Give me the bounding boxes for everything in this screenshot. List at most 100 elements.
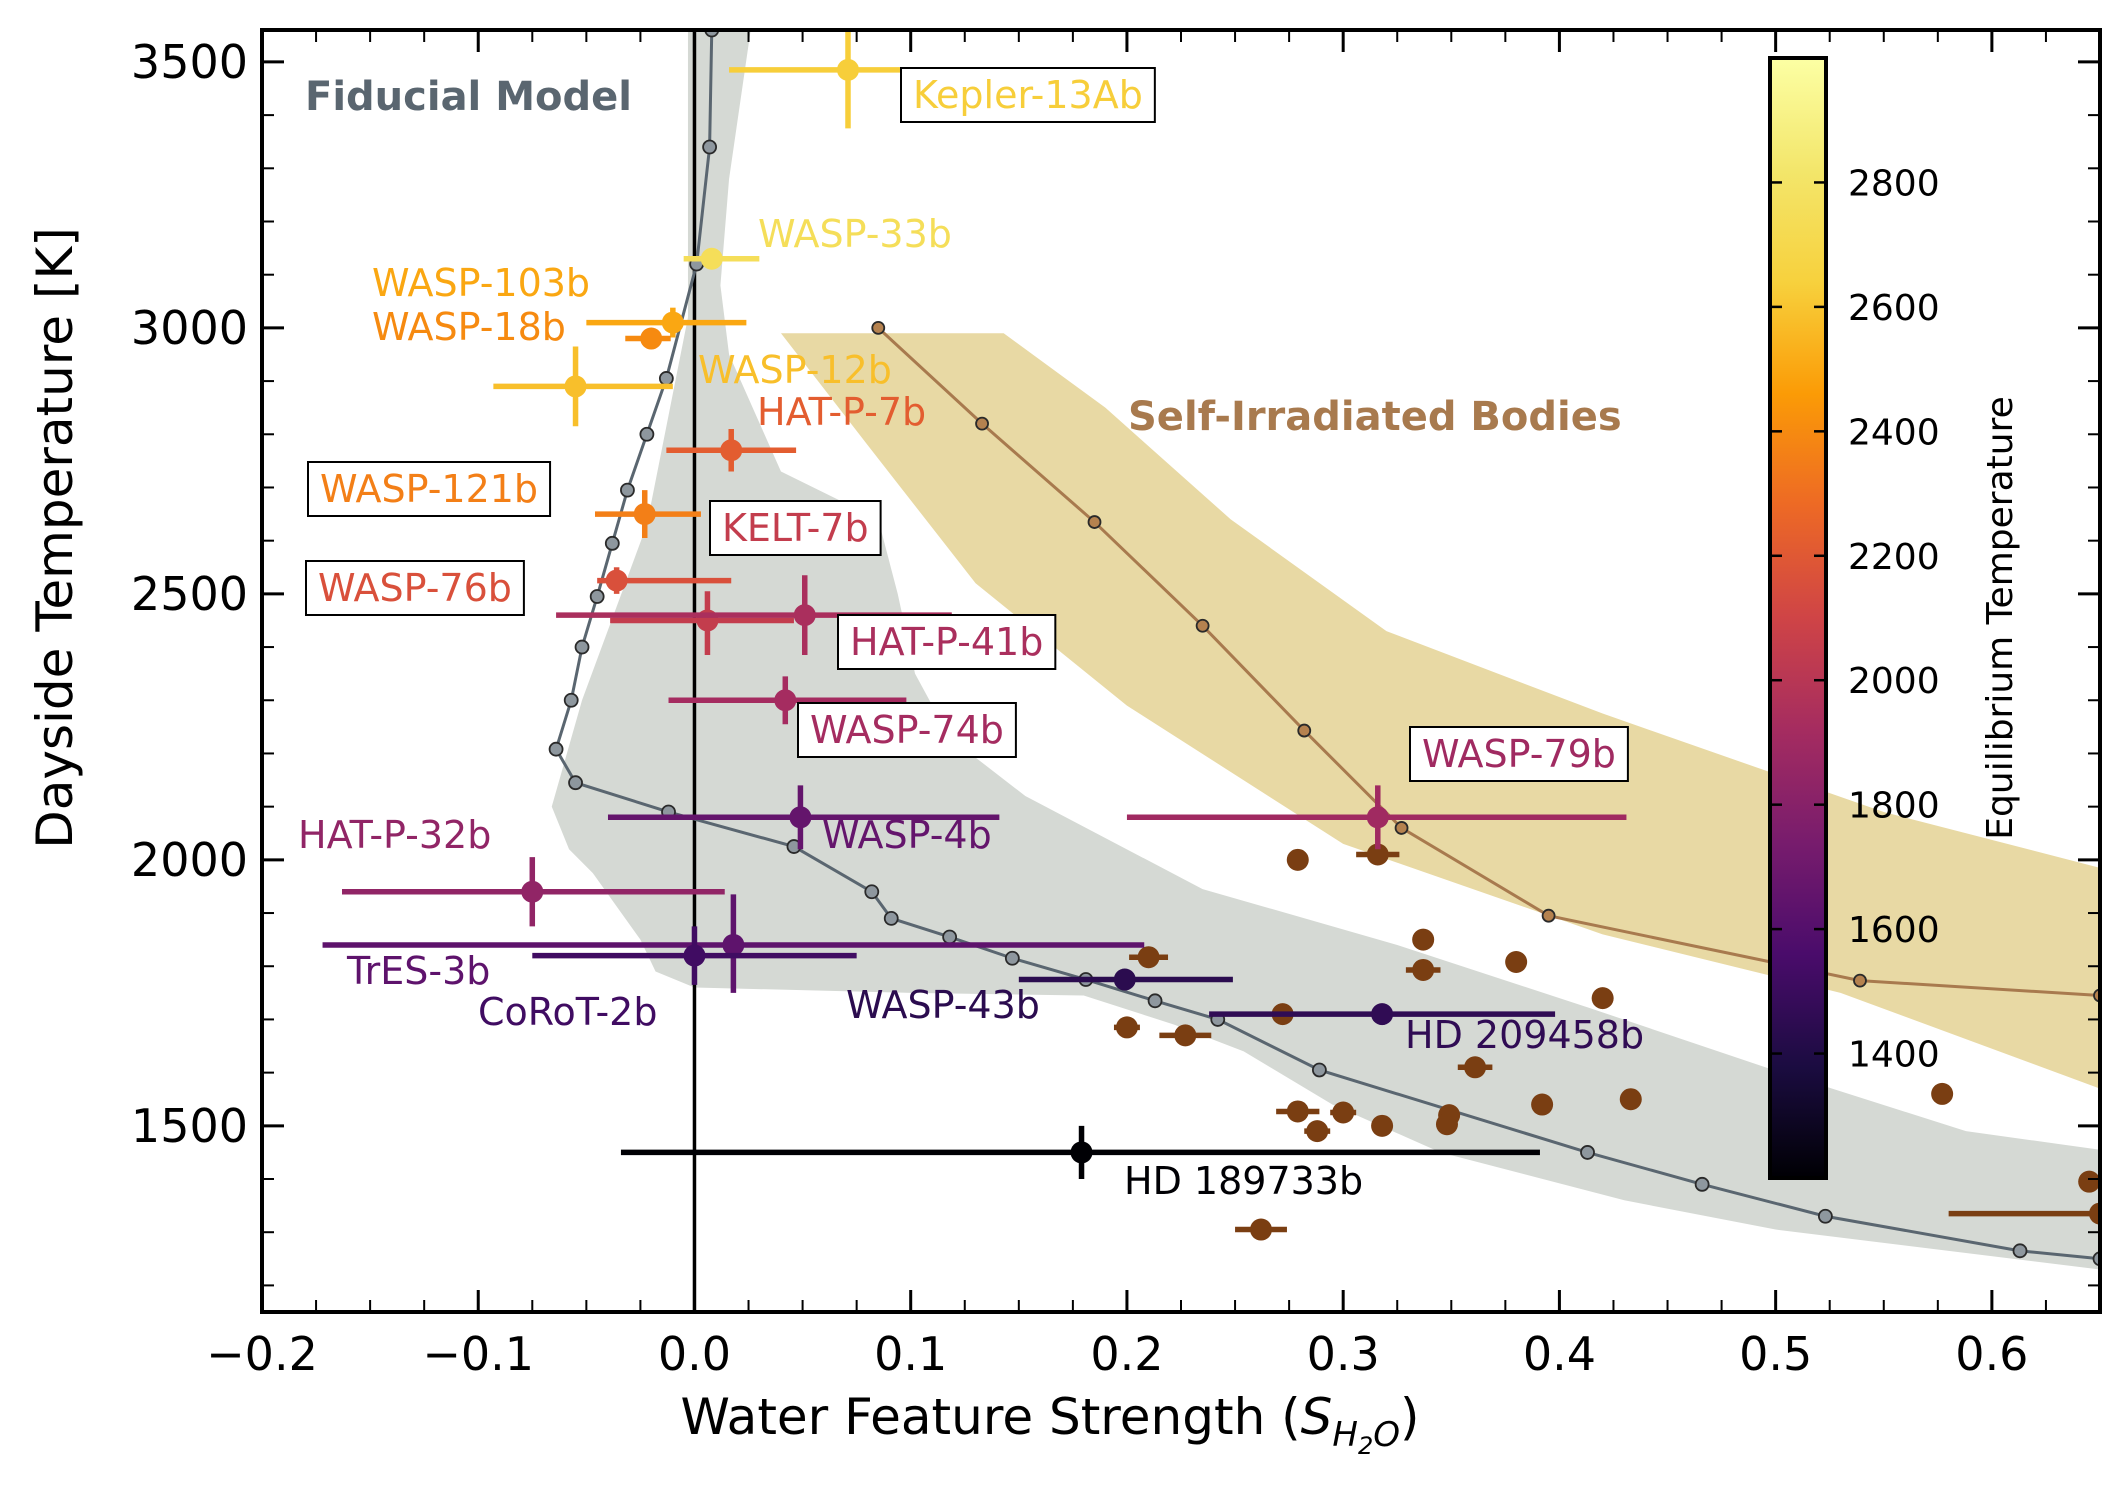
label-wasp-74b: WASP-74b <box>797 702 1017 758</box>
y-tick-label: 2000 <box>131 833 248 887</box>
fiducial-model-point <box>1004 950 1020 966</box>
colorbar-tick-label: 1800 <box>1848 786 1940 827</box>
colorbar-ticks: 1400 1600 1800 2000 2200 2400 2600 2800 <box>1770 163 1940 1076</box>
label-wasp-43b: WASP-43b <box>846 983 1040 1027</box>
axis-titles: Water Feature Strength (SH2O) Dayside Te… <box>26 227 1420 1460</box>
self-irradiated-model-point <box>1087 515 1102 529</box>
planet-wasp-76b <box>597 567 732 594</box>
planet-point <box>793 604 816 627</box>
fiducial-model-point <box>658 371 674 386</box>
colorbar-tick-label: 2800 <box>1848 163 1940 204</box>
label-wasp-33b: WASP-33b <box>758 212 952 256</box>
planet-hat-p-7b <box>666 428 797 472</box>
y-tick-label: 3500 <box>131 35 248 89</box>
planet-point <box>661 311 684 334</box>
planet-wasp-4b <box>607 785 1000 850</box>
planet-label-text: WASP-79b <box>1422 732 1616 776</box>
planet-hat-p-32b <box>342 857 725 927</box>
x-tick-label: 0.5 <box>1739 1327 1812 1381</box>
planet-label-text: WASP-76b <box>318 566 512 610</box>
x-tick-label: 0.4 <box>1523 1327 1596 1381</box>
planet-wasp-43b <box>1018 968 1233 991</box>
object-point <box>1115 1016 1138 1039</box>
colorbar-tick-label: 1400 <box>1848 1035 1940 1076</box>
axes: −0.2 −0.1 0.0 0.1 0.2 0.3 0.4 0.5 0.6 1500 2000 250… <box>131 28 2102 1381</box>
label-hd-209458b: HD 209458b <box>1405 1013 1644 1057</box>
object-point <box>1366 843 1389 866</box>
planet-label-text: HD 189733b <box>1124 1159 1363 1203</box>
planet-label-text: TrES-3b <box>346 949 490 993</box>
object-point <box>1591 987 1614 1010</box>
fiducial-model-point <box>639 426 655 442</box>
object-point <box>2089 1202 2100 1225</box>
planet-label-text: WASP-33b <box>758 212 952 256</box>
planet-hd-209458b <box>1209 1003 1556 1026</box>
colorbar-tick-label: 1600 <box>1848 910 1940 951</box>
planet-label-text: WASP-103b <box>372 261 590 305</box>
planet-point <box>683 944 706 967</box>
planet-label-box <box>307 461 552 517</box>
label-wasp-76b: WASP-76b <box>305 560 525 616</box>
planet-label-text: WASP-4b <box>822 813 992 857</box>
planet-point <box>789 806 812 829</box>
planet-point <box>605 569 628 592</box>
self-irradiated-model-point <box>1541 908 1556 923</box>
planet-label-box <box>900 67 1156 123</box>
planet-label-box <box>305 560 525 616</box>
planet-corot-2b <box>532 926 857 985</box>
planet-label-box <box>1409 726 1629 782</box>
label-wasp-12b: WASP-12b <box>698 348 892 392</box>
y-tick-label: 2500 <box>131 567 248 621</box>
self-irradiated-label: Self-Irradiated Bodies <box>1128 394 1622 440</box>
planet-wasp-12b <box>493 346 673 427</box>
colorbar: 1400 1600 1800 2000 2200 2400 2600 2800 Equilib… <box>1768 56 2021 1180</box>
label-kepler-13ab: Kepler-13Ab <box>900 67 1156 123</box>
label-hat-p-7b: HAT-P-7b <box>757 390 926 434</box>
planet-point <box>720 439 743 462</box>
object-point <box>1435 1113 1458 1136</box>
x-axis-title-suffix: ) <box>1400 1388 1420 1446</box>
planet-wasp-79b <box>1126 785 1627 850</box>
colorbar-tick-label: 2400 <box>1848 412 1940 453</box>
label-hd-189733b: HD 189733b <box>1124 1159 1363 1203</box>
fiducial-model-point <box>1580 1145 1595 1160</box>
object-point <box>1250 1218 1273 1241</box>
fiducial-model-point <box>883 910 899 926</box>
fiducial-model-point <box>1694 1176 1710 1192</box>
planet-point <box>1366 806 1389 829</box>
colorbar-tick-label: 2200 <box>1848 537 1940 578</box>
fiducial-model-band <box>551 30 2100 1270</box>
x-tick-label: −0.1 <box>422 1327 534 1381</box>
object-point <box>1464 1056 1487 1079</box>
planet-label-text: WASP-12b <box>698 348 892 392</box>
object-point <box>1371 1114 1394 1137</box>
x-axis-title-sub: H <box>1332 1415 1358 1455</box>
object-point <box>1286 848 1309 871</box>
fiducial-model-point <box>942 929 958 945</box>
object-point <box>1137 946 1160 969</box>
x-axis-title-prefix: Water Feature Strength ( <box>680 1388 1300 1446</box>
colorbar-gradient <box>1768 56 1828 1180</box>
self-irradiated-model-point <box>1394 821 1409 835</box>
x-tick-label: −0.2 <box>206 1327 318 1381</box>
self-irradiated-objects <box>1113 843 2100 1241</box>
label-tres-3b: TrES-3b <box>346 949 490 993</box>
object-point <box>2078 1170 2100 1193</box>
self-irradiated-model-point <box>975 416 989 431</box>
fiducial-model-point <box>589 589 605 604</box>
x-tick-label: 0.6 <box>1955 1327 2028 1381</box>
label-wasp-18b: WASP-18b <box>372 305 566 349</box>
planet-label-text: WASP-18b <box>372 305 566 349</box>
planet-wasp-121b <box>595 490 701 539</box>
colorbar-tick-label: 2600 <box>1848 288 1940 329</box>
planet-label-text: Kepler-13Ab <box>913 73 1143 117</box>
self-irradiated-model-point <box>1297 723 1312 738</box>
x-axis-title: Water Feature Strength (SH2O) <box>680 1388 1419 1460</box>
planet-point <box>722 933 745 956</box>
object-point <box>1619 1088 1642 1111</box>
label-wasp-79b: WASP-79b <box>1409 726 1629 782</box>
planet-label-box <box>709 500 882 556</box>
object-point <box>1332 1101 1355 1124</box>
planet-label-text: HAT-P-32b <box>298 813 491 857</box>
planet-point <box>1371 1003 1394 1026</box>
